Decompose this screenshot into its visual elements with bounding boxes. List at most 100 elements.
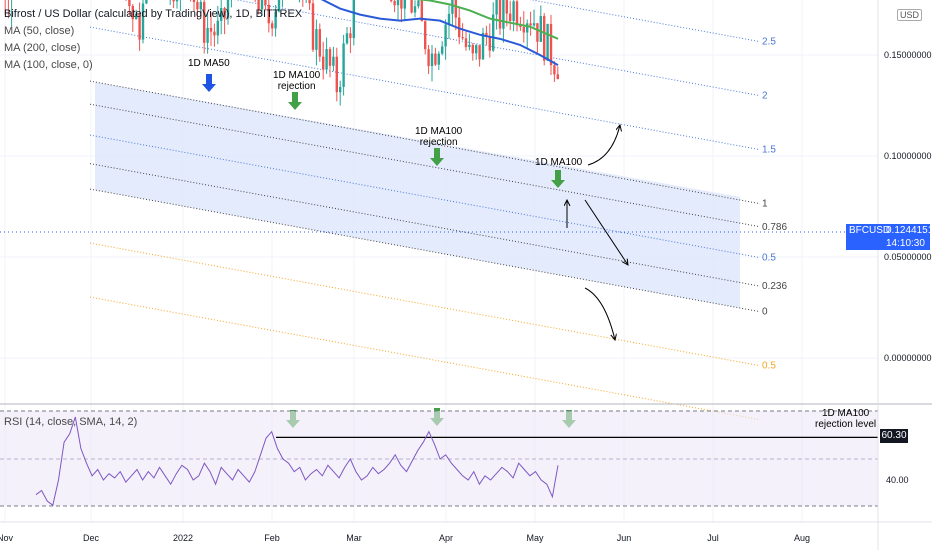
chart-title: Bifrost / US Dollar (calculated by Tradi… xyxy=(4,8,303,20)
candle-body xyxy=(322,56,325,70)
candle-body xyxy=(318,29,321,57)
candle-body xyxy=(339,86,342,93)
candle-body xyxy=(315,29,318,50)
ma50-arrow-head xyxy=(202,84,216,92)
candle-body xyxy=(471,44,474,54)
candle-body xyxy=(345,33,349,44)
annotation-rsi-level-line1: 1D MA100 xyxy=(821,408,870,419)
price-tag-symbol: BFCUSD xyxy=(849,225,891,236)
candle-body xyxy=(478,45,481,60)
ma100-arrow-a-head xyxy=(288,102,302,110)
fib-level-label: 0.236 xyxy=(762,281,787,292)
candle-body xyxy=(434,53,437,65)
candle-body xyxy=(502,0,505,29)
candle-body xyxy=(410,0,413,13)
annotation-ma100-a: 1D MA100 rejection xyxy=(273,70,320,92)
fib-level-label: 0 xyxy=(762,307,768,318)
candle-body xyxy=(328,49,332,66)
currency-badge[interactable]: USD xyxy=(897,9,923,21)
candle-body xyxy=(274,11,277,29)
annotation-ma100-b-line2: rejection xyxy=(419,137,458,148)
ma50-line xyxy=(320,0,559,66)
candles xyxy=(4,0,559,106)
breakdown-arrow xyxy=(584,287,615,340)
candle-body xyxy=(260,0,264,10)
candle-body xyxy=(461,37,464,39)
fib-level-line xyxy=(89,103,761,228)
candle-body xyxy=(271,23,274,29)
candle-body xyxy=(226,0,230,19)
candle-body xyxy=(206,27,209,43)
fib-level-label: 1.5 xyxy=(762,145,776,156)
candle-body xyxy=(342,43,345,87)
fib-level-label: 0.5 xyxy=(762,361,776,372)
candle-body xyxy=(332,56,335,66)
candle-body xyxy=(454,0,457,18)
fib-level-line xyxy=(89,242,761,367)
candle-body xyxy=(393,0,396,6)
candle-body xyxy=(220,8,223,21)
legend-ma50[interactable]: MA (50, close) xyxy=(4,25,75,37)
candle-body xyxy=(464,38,468,48)
candle-body xyxy=(519,25,522,27)
candle-body xyxy=(145,0,148,4)
candle-body xyxy=(536,23,539,42)
candle-body xyxy=(539,15,542,42)
candle-body xyxy=(553,65,556,75)
candle-body xyxy=(267,4,270,24)
fib-level-line xyxy=(529,0,761,43)
ma100-arrow-c-head xyxy=(551,180,565,188)
ma100-arrow-b-head xyxy=(430,158,444,166)
candle-body xyxy=(447,13,451,25)
time-tick-label: Jun xyxy=(617,533,632,543)
candle-body xyxy=(451,0,454,14)
fib-level-line xyxy=(89,134,761,259)
price-tick-label: 0.05000000 xyxy=(884,252,932,262)
candle-body xyxy=(277,0,281,12)
fib-level-label: 1 xyxy=(762,199,768,210)
candle-body xyxy=(488,36,491,51)
candle-body xyxy=(138,13,141,40)
breakout-arrow xyxy=(587,125,620,166)
annotation-ma50: 1D MA50 xyxy=(188,58,230,69)
candle-body xyxy=(532,23,536,26)
ma100-arrow-c-shaft xyxy=(555,170,561,180)
candle-body xyxy=(196,1,199,10)
last-price-tag: BFCUSD 0.12441515 14:10:30 xyxy=(846,224,932,250)
rsi-tick-label: 40.00 xyxy=(886,475,909,485)
candle-body xyxy=(543,15,546,61)
candle-body xyxy=(311,3,315,50)
candle-body xyxy=(441,46,444,54)
candle-body xyxy=(199,1,202,10)
candle-body xyxy=(485,32,488,37)
fib-channel: 0 0.236 0.5 0.786 1 1.5 2 2.5 0.5 xyxy=(89,0,787,421)
fib-level-line xyxy=(234,0,761,97)
price-tick-label: 0.00000000 xyxy=(884,353,932,363)
candle-body xyxy=(475,45,478,54)
candle-body xyxy=(509,13,512,21)
annotation-ma100-b-line1: 1D MA100 xyxy=(415,126,463,137)
candle-body xyxy=(403,0,406,9)
rsi-legend[interactable]: RSI (14, close, SMA, 14, 2) xyxy=(4,416,138,428)
fib-level-label: 2 xyxy=(762,91,768,102)
fib-channel-fill xyxy=(95,82,740,308)
annotation-ma100-a-line1: 1D MA100 xyxy=(273,70,321,81)
candle-body xyxy=(223,8,226,19)
annotation-ma100-a-line2: rejection xyxy=(277,81,316,92)
legend-ma100[interactable]: MA (100, close, 0) xyxy=(4,59,93,71)
rsi-line xyxy=(35,416,559,507)
chart-legend: Bifrost / US Dollar (calculated by Tradi… xyxy=(4,6,302,74)
candle-body xyxy=(417,0,420,7)
candle-body xyxy=(128,0,131,7)
annotation-rsi-level: 1D MA100 rejection level xyxy=(815,408,876,430)
fib-extension-line xyxy=(89,296,761,421)
ma50-arrow-shaft xyxy=(206,74,212,84)
candle-body xyxy=(420,0,423,22)
candle-body xyxy=(141,3,145,40)
fib-level-line xyxy=(89,163,761,287)
candle-body xyxy=(135,13,138,20)
rsi-level-tag: 60.30 xyxy=(880,429,908,443)
candle-body xyxy=(495,0,498,15)
legend-ma200[interactable]: MA (200, close) xyxy=(4,42,81,54)
